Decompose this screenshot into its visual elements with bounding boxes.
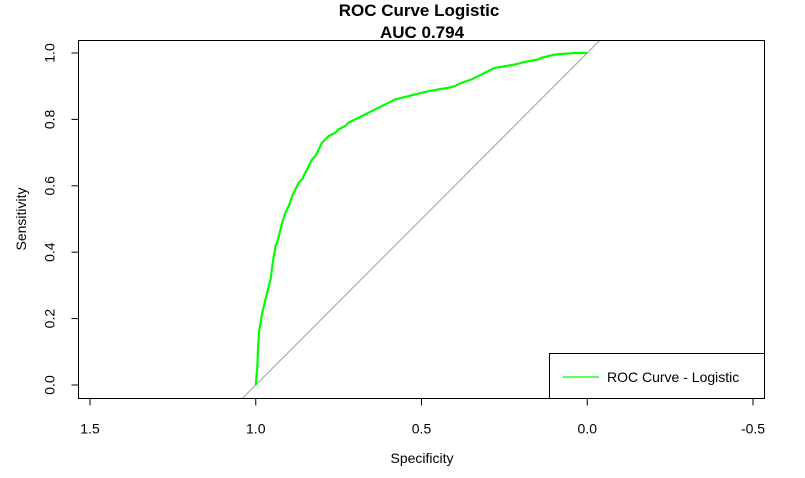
x-tick-label: 1.5 — [80, 421, 100, 437]
legend: ROC Curve - Logistic — [549, 353, 765, 399]
y-tick-label: 0.0 — [42, 375, 58, 395]
x-axis: 1.5 1.0 0.5 0.0 -0.5 — [80, 398, 765, 437]
y-axis-label: Sensitivity — [13, 187, 29, 250]
x-tick-label: 0.5 — [412, 421, 432, 437]
chart-subtitle-auc: AUC 0.794 — [380, 23, 465, 42]
y-tick-label: 0.2 — [42, 309, 58, 329]
y-tick-label: 1.0 — [42, 43, 58, 63]
legend-box — [549, 353, 765, 399]
legend-label-roc-curve-logistic: ROC Curve - Logistic — [607, 369, 739, 385]
reference-diagonal-line — [241, 40, 601, 399]
y-axis: 0.0 0.2 0.4 0.6 0.8 1.0 — [42, 43, 79, 395]
x-tick-label: -0.5 — [741, 421, 765, 437]
reference-diagonal-group — [241, 40, 601, 399]
chart-title: ROC Curve Logistic — [339, 1, 500, 20]
y-tick-label: 0.4 — [42, 242, 58, 262]
x-tick-label: 1.0 — [246, 421, 266, 437]
series-line-roc-curve-logistic — [254, 51, 588, 386]
x-tick-label: 0.0 — [578, 421, 598, 437]
x-axis-label: Specificity — [390, 450, 453, 466]
series-group — [254, 51, 588, 386]
y-tick-label: 0.8 — [42, 109, 58, 129]
y-tick-label: 0.6 — [42, 176, 58, 196]
